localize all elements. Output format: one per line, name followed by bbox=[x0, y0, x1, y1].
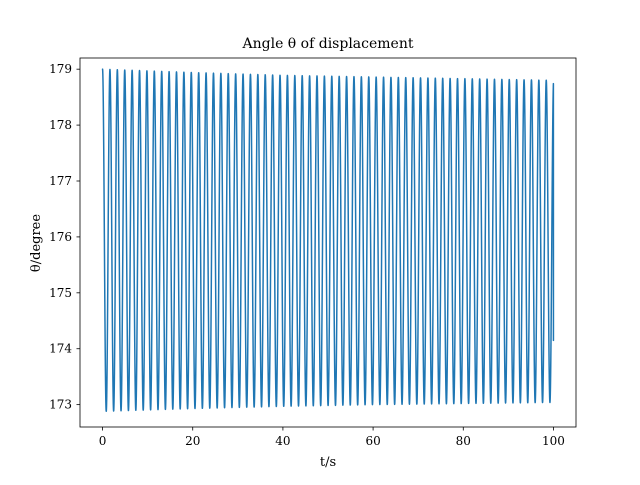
plot-layer bbox=[101, 68, 555, 412]
chart-title: Angle θ of displacement bbox=[242, 36, 414, 52]
y-tick-label: 173 bbox=[49, 398, 72, 412]
y-axis-label: θ/degree bbox=[29, 214, 44, 272]
y-tick-label: 174 bbox=[49, 342, 72, 356]
x-tick-label: 0 bbox=[99, 434, 107, 448]
y-axis: 173 174 175 176 177 178 179 bbox=[49, 62, 80, 412]
x-tick-label: 100 bbox=[542, 434, 565, 448]
axes-frame bbox=[79, 57, 577, 428]
x-tick-label: 20 bbox=[185, 434, 200, 448]
y-tick-label: 176 bbox=[49, 230, 72, 244]
x-tick-label: 80 bbox=[456, 434, 471, 448]
x-axis: 0 20 40 60 80 100 bbox=[99, 427, 565, 448]
y-tick-label: 175 bbox=[49, 286, 72, 300]
y-tick-label: 177 bbox=[49, 174, 72, 188]
y-tick-label: 178 bbox=[49, 118, 72, 132]
x-tick-label: 60 bbox=[365, 434, 380, 448]
theta-series-line bbox=[101, 68, 555, 412]
y-tick-label: 179 bbox=[49, 62, 72, 76]
x-tick-label: 40 bbox=[275, 434, 290, 448]
x-axis-label: t/s bbox=[320, 455, 336, 470]
